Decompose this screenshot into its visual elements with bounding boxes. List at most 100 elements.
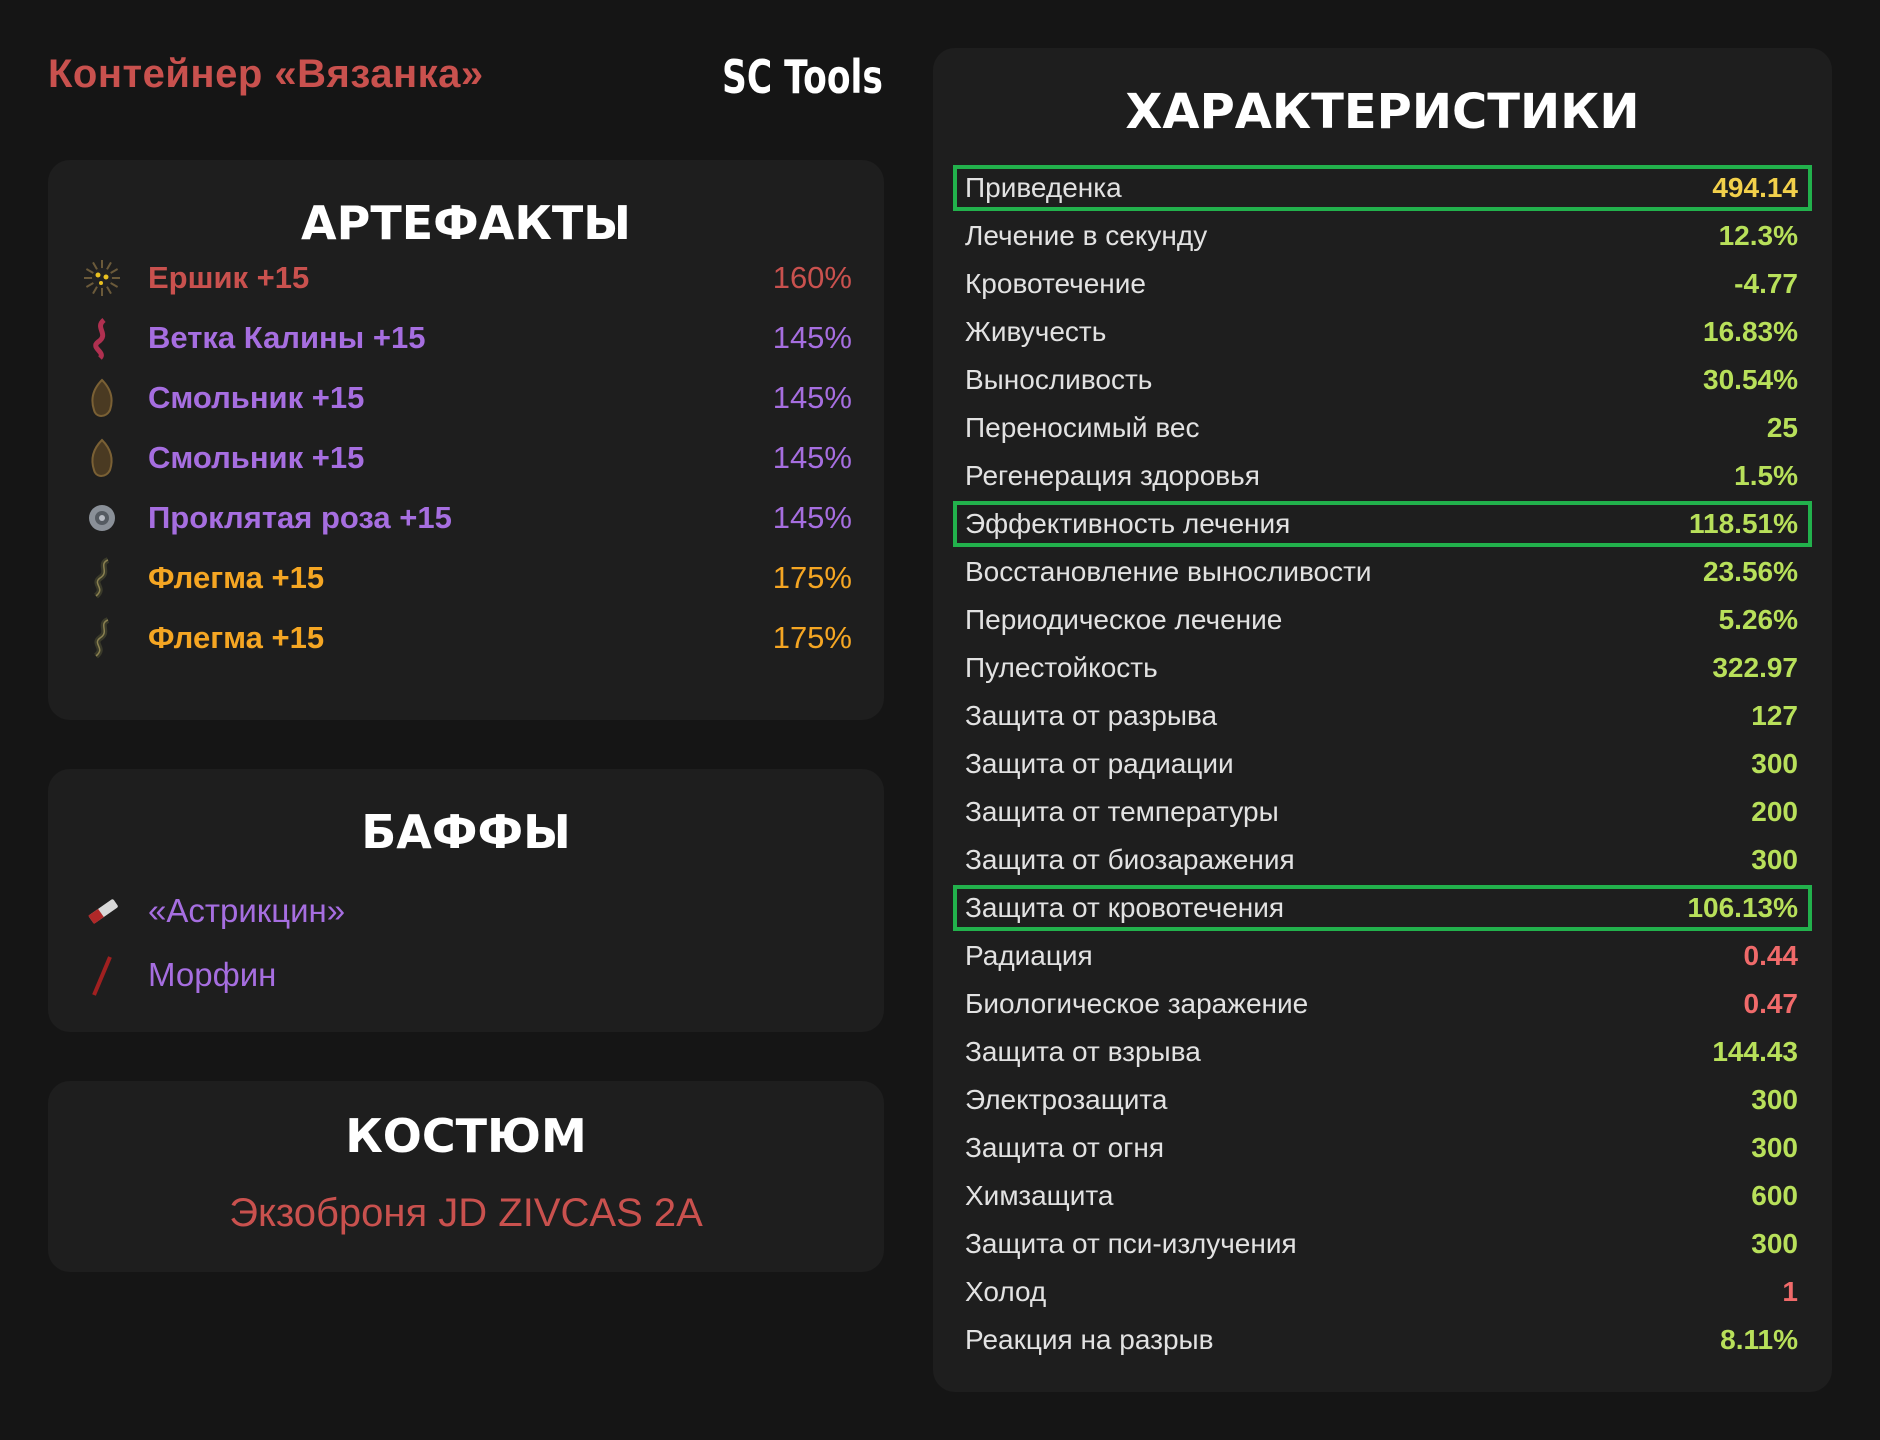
stat-value: 8.11% [1720,1324,1798,1355]
artifact-percent: 145% [772,380,852,415]
stat-row: Химзащита 600 [953,1173,1812,1219]
buff-row[interactable]: «Астрикцин» [80,881,345,941]
artifact-percent: 175% [772,560,852,595]
buffs-title: БАФФЫ [361,805,571,859]
stat-label: Защита от температуры [965,796,1279,827]
phlegm-artifact-icon [80,616,124,660]
buff-row[interactable]: Морфин [80,945,276,1005]
stat-row: Холод 1 [953,1269,1812,1315]
stat-value: 300 [1751,1228,1798,1259]
stat-value: 0.47 [1743,988,1799,1019]
stat-value: 600 [1751,1180,1798,1211]
artifact-row[interactable]: Смольник +15 145% [80,428,852,488]
stat-label: Химзащита [965,1180,1114,1211]
stats-title: ХАРАКТЕРИСТИКИ [1125,84,1640,140]
stat-label: Переносимый вес [965,412,1200,443]
stat-row: Переносимый вес 25 [953,405,1812,451]
stat-row: Реакция на разрыв 8.11% [953,1317,1812,1363]
suit-title: КОСТЮМ [345,1109,587,1163]
stat-value: 300 [1751,1132,1798,1163]
stat-row: Защита от биозаражения 300 [953,837,1812,883]
stat-value: 5.26% [1718,604,1798,635]
suit-name: Экзоброня JD ZIVCAS 2A [229,1191,703,1235]
stat-value: 16.83% [1703,316,1798,347]
stat-value: 322.97 [1712,652,1798,683]
artifact-percent: 145% [772,440,852,475]
container-title: Контейнер «Вязанка» [48,52,484,96]
stat-row: Защита от пси-излучения 300 [953,1221,1812,1267]
stat-value: 106.13% [1687,892,1798,923]
stat-label: Защита от пси-излучения [965,1228,1297,1259]
stat-row: Живучесть 16.83% [953,309,1812,355]
stat-row: Выносливость 30.54% [953,357,1812,403]
stats-panel: ХАРАКТЕРИСТИКИ Приведенка 494.14 Лечение … [933,48,1832,1392]
buff-name: «Астрикцин» [148,892,346,929]
artifact-percent: 175% [772,620,852,655]
stat-label: Регенерация здоровья [965,460,1260,491]
injector-icon [80,889,124,933]
stat-value: 127 [1751,700,1798,731]
stat-row: Защита от разрыва 127 [953,693,1812,739]
stat-row: Восстановление выносливости 23.56% [953,549,1812,595]
artifact-name: Проклятая роза +15 [148,500,452,535]
viburnum-branch-icon [80,316,124,360]
artifact-row[interactable]: Ершик +15 160% [80,248,852,308]
stat-value: 1.5% [1734,460,1798,491]
resin-artifact-icon [80,436,124,480]
stat-value: -4.77 [1734,268,1798,299]
stat-label: Защита от взрыва [965,1036,1201,1067]
stat-label: Живучесть [965,316,1107,347]
phlegm-artifact-icon [80,556,124,600]
artifact-row[interactable]: Проклятая роза +15 145% [80,488,852,548]
stat-label: Выносливость [965,364,1153,395]
syringe-icon [80,953,124,997]
stat-label: Защита от кровотечения [965,892,1285,923]
stat-value: 494.14 [1712,172,1798,203]
stat-value: 118.51% [1689,508,1798,539]
resin-artifact-icon [80,376,124,420]
artifact-percent: 145% [772,320,852,355]
stat-value: 23.56% [1703,556,1798,587]
brand-logo: SC Tools [722,50,883,104]
artifact-name: Смольник +15 [148,440,365,475]
stat-label: Электрозащита [965,1084,1168,1115]
stat-value: 12.3% [1718,220,1798,251]
artifact-row[interactable]: Ветка Калины +15 145% [80,308,852,368]
stat-label: Приведенка [965,172,1122,203]
stat-row-highlighted: Эффективность лечения 118.51% [953,501,1812,547]
stat-value: 144.43 [1712,1036,1798,1067]
stat-label: Радиация [965,940,1093,971]
suit-panel: КОСТЮМ Экзоброня JD ZIVCAS 2A [48,1081,884,1272]
urchin-artifact-icon [80,256,124,300]
artifact-name: Ершик +15 [148,260,310,295]
stat-value: 200 [1751,796,1798,827]
stat-row: Электрозащита 300 [953,1077,1812,1123]
stat-row: Периодическое лечение 5.26% [953,597,1812,643]
artifact-name: Ветка Калины +15 [148,320,426,355]
stat-label: Реакция на разрыв [965,1324,1214,1355]
artifact-name: Флегма +15 [148,560,325,595]
stat-value: 0.44 [1743,940,1799,971]
stat-row: Лечение в секунду 12.3% [953,213,1812,259]
stat-row-highlighted: Защита от кровотечения 106.13% [953,885,1812,931]
stat-label: Защита от радиации [965,748,1234,779]
artifact-row[interactable]: Флегма +15 175% [80,548,852,608]
stat-value: 25 [1766,412,1798,443]
stat-label: Пулестойкость [965,652,1158,683]
buff-name: Морфин [148,956,277,993]
artifact-percent: 145% [772,500,852,535]
stat-label: Защита от разрыва [965,700,1218,731]
stat-row: Радиация 0.44 [953,933,1812,979]
stat-label: Кровотечение [965,268,1146,299]
stat-label: Защита от огня [965,1132,1164,1163]
cursed-rose-icon [80,496,124,540]
stat-label: Защита от биозаражения [965,844,1295,875]
artifact-name: Флегма +15 [148,620,325,655]
artifact-percent: 160% [772,260,852,295]
artifacts-panel: АРТЕФАКТЫ Ершик +15 160% Ветка Калины +1… [48,160,884,720]
artifact-row[interactable]: Смольник +15 145% [80,368,852,428]
stat-row-highlighted: Приведенка 494.14 [953,165,1812,211]
artifact-row[interactable]: Флегма +15 175% [80,608,852,668]
buffs-panel: БАФФЫ «Астрикцин» Морфин [48,769,884,1032]
stat-value: 30.54% [1703,364,1798,395]
